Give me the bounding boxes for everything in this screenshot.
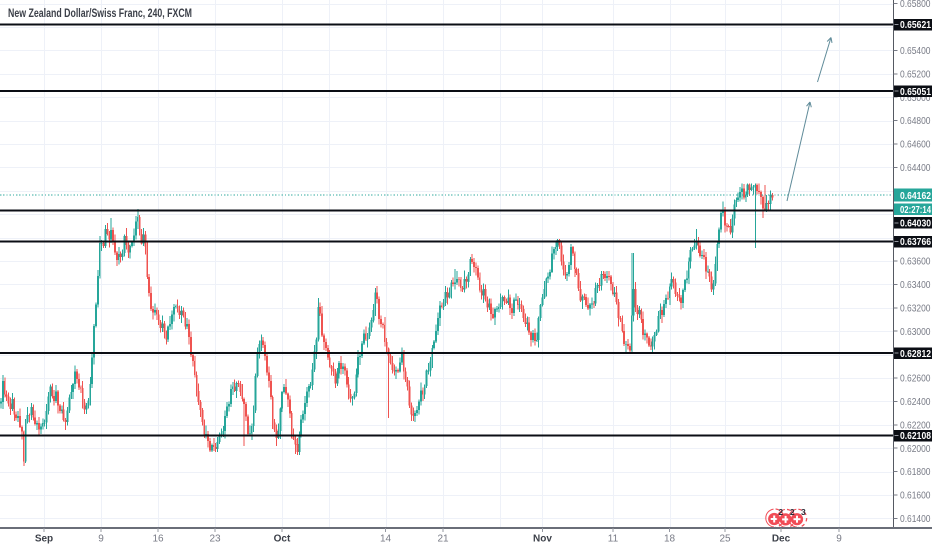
svg-text:0.62108: 0.62108 <box>900 431 931 442</box>
svg-text:Dec: Dec <box>772 534 791 545</box>
svg-text:0.64162: 0.64162 <box>900 191 931 202</box>
svg-text:16: 16 <box>152 534 164 545</box>
svg-text:0.65000: 0.65000 <box>900 93 931 104</box>
svg-text:New Zealand Dollar/Swiss Franc: New Zealand Dollar/Swiss Franc, 240, FXC… <box>8 8 192 20</box>
svg-text:0.63200: 0.63200 <box>900 303 931 314</box>
svg-text:Sep: Sep <box>35 534 53 545</box>
svg-text:21: 21 <box>437 534 449 545</box>
svg-text:0.64800: 0.64800 <box>900 116 931 127</box>
svg-text:0.62400: 0.62400 <box>900 397 931 408</box>
svg-text:2: 2 <box>790 507 795 517</box>
svg-text:0.64030: 0.64030 <box>900 218 931 229</box>
svg-text:2: 2 <box>778 507 783 517</box>
svg-text:0.62200: 0.62200 <box>900 420 931 431</box>
svg-text:0.63600: 0.63600 <box>900 257 931 268</box>
svg-text:0.61800: 0.61800 <box>900 467 931 478</box>
svg-text:02:27:14: 02:27:14 <box>900 205 931 216</box>
svg-text:Nov: Nov <box>533 534 552 545</box>
svg-text:0.62000: 0.62000 <box>900 444 931 455</box>
svg-text:23: 23 <box>209 534 221 545</box>
svg-text:Oct: Oct <box>274 534 291 545</box>
svg-text:0.62812: 0.62812 <box>900 349 931 360</box>
svg-text:0.63400: 0.63400 <box>900 280 931 291</box>
svg-text:0.65800: 0.65800 <box>900 0 931 10</box>
svg-text:0.64600: 0.64600 <box>900 140 931 151</box>
svg-text:9: 9 <box>98 534 104 545</box>
svg-text:11: 11 <box>608 534 619 545</box>
svg-text:0.65621: 0.65621 <box>900 20 931 31</box>
svg-text:0.63766: 0.63766 <box>900 237 931 248</box>
svg-text:0.63000: 0.63000 <box>900 327 931 338</box>
svg-text:25: 25 <box>719 534 731 545</box>
svg-text:0.61600: 0.61600 <box>900 491 931 502</box>
svg-text:0.61400: 0.61400 <box>900 514 931 525</box>
svg-text:9: 9 <box>836 534 842 545</box>
svg-text:3: 3 <box>801 507 806 517</box>
svg-text:0.65200: 0.65200 <box>900 69 931 80</box>
svg-text:0.65400: 0.65400 <box>900 46 931 57</box>
svg-text:0.64400: 0.64400 <box>900 163 931 174</box>
svg-text:18: 18 <box>664 534 676 545</box>
svg-text:0.65051: 0.65051 <box>900 87 931 98</box>
svg-text:0.62600: 0.62600 <box>900 374 931 385</box>
svg-text:14: 14 <box>380 534 392 545</box>
